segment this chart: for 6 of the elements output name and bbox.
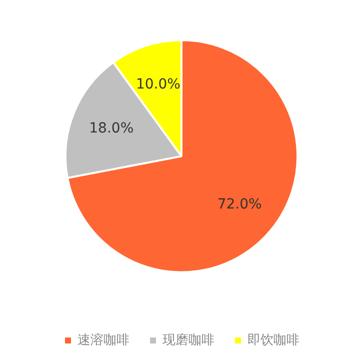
data-label: 72.0% xyxy=(217,196,262,212)
data-label: 18.0% xyxy=(89,120,134,136)
data-label: 10.0% xyxy=(136,76,180,92)
legend-label: 速溶咖啡 xyxy=(78,332,130,349)
legend-label: 现磨咖啡 xyxy=(162,332,214,349)
legend-label: 即饮咖啡 xyxy=(248,332,300,349)
